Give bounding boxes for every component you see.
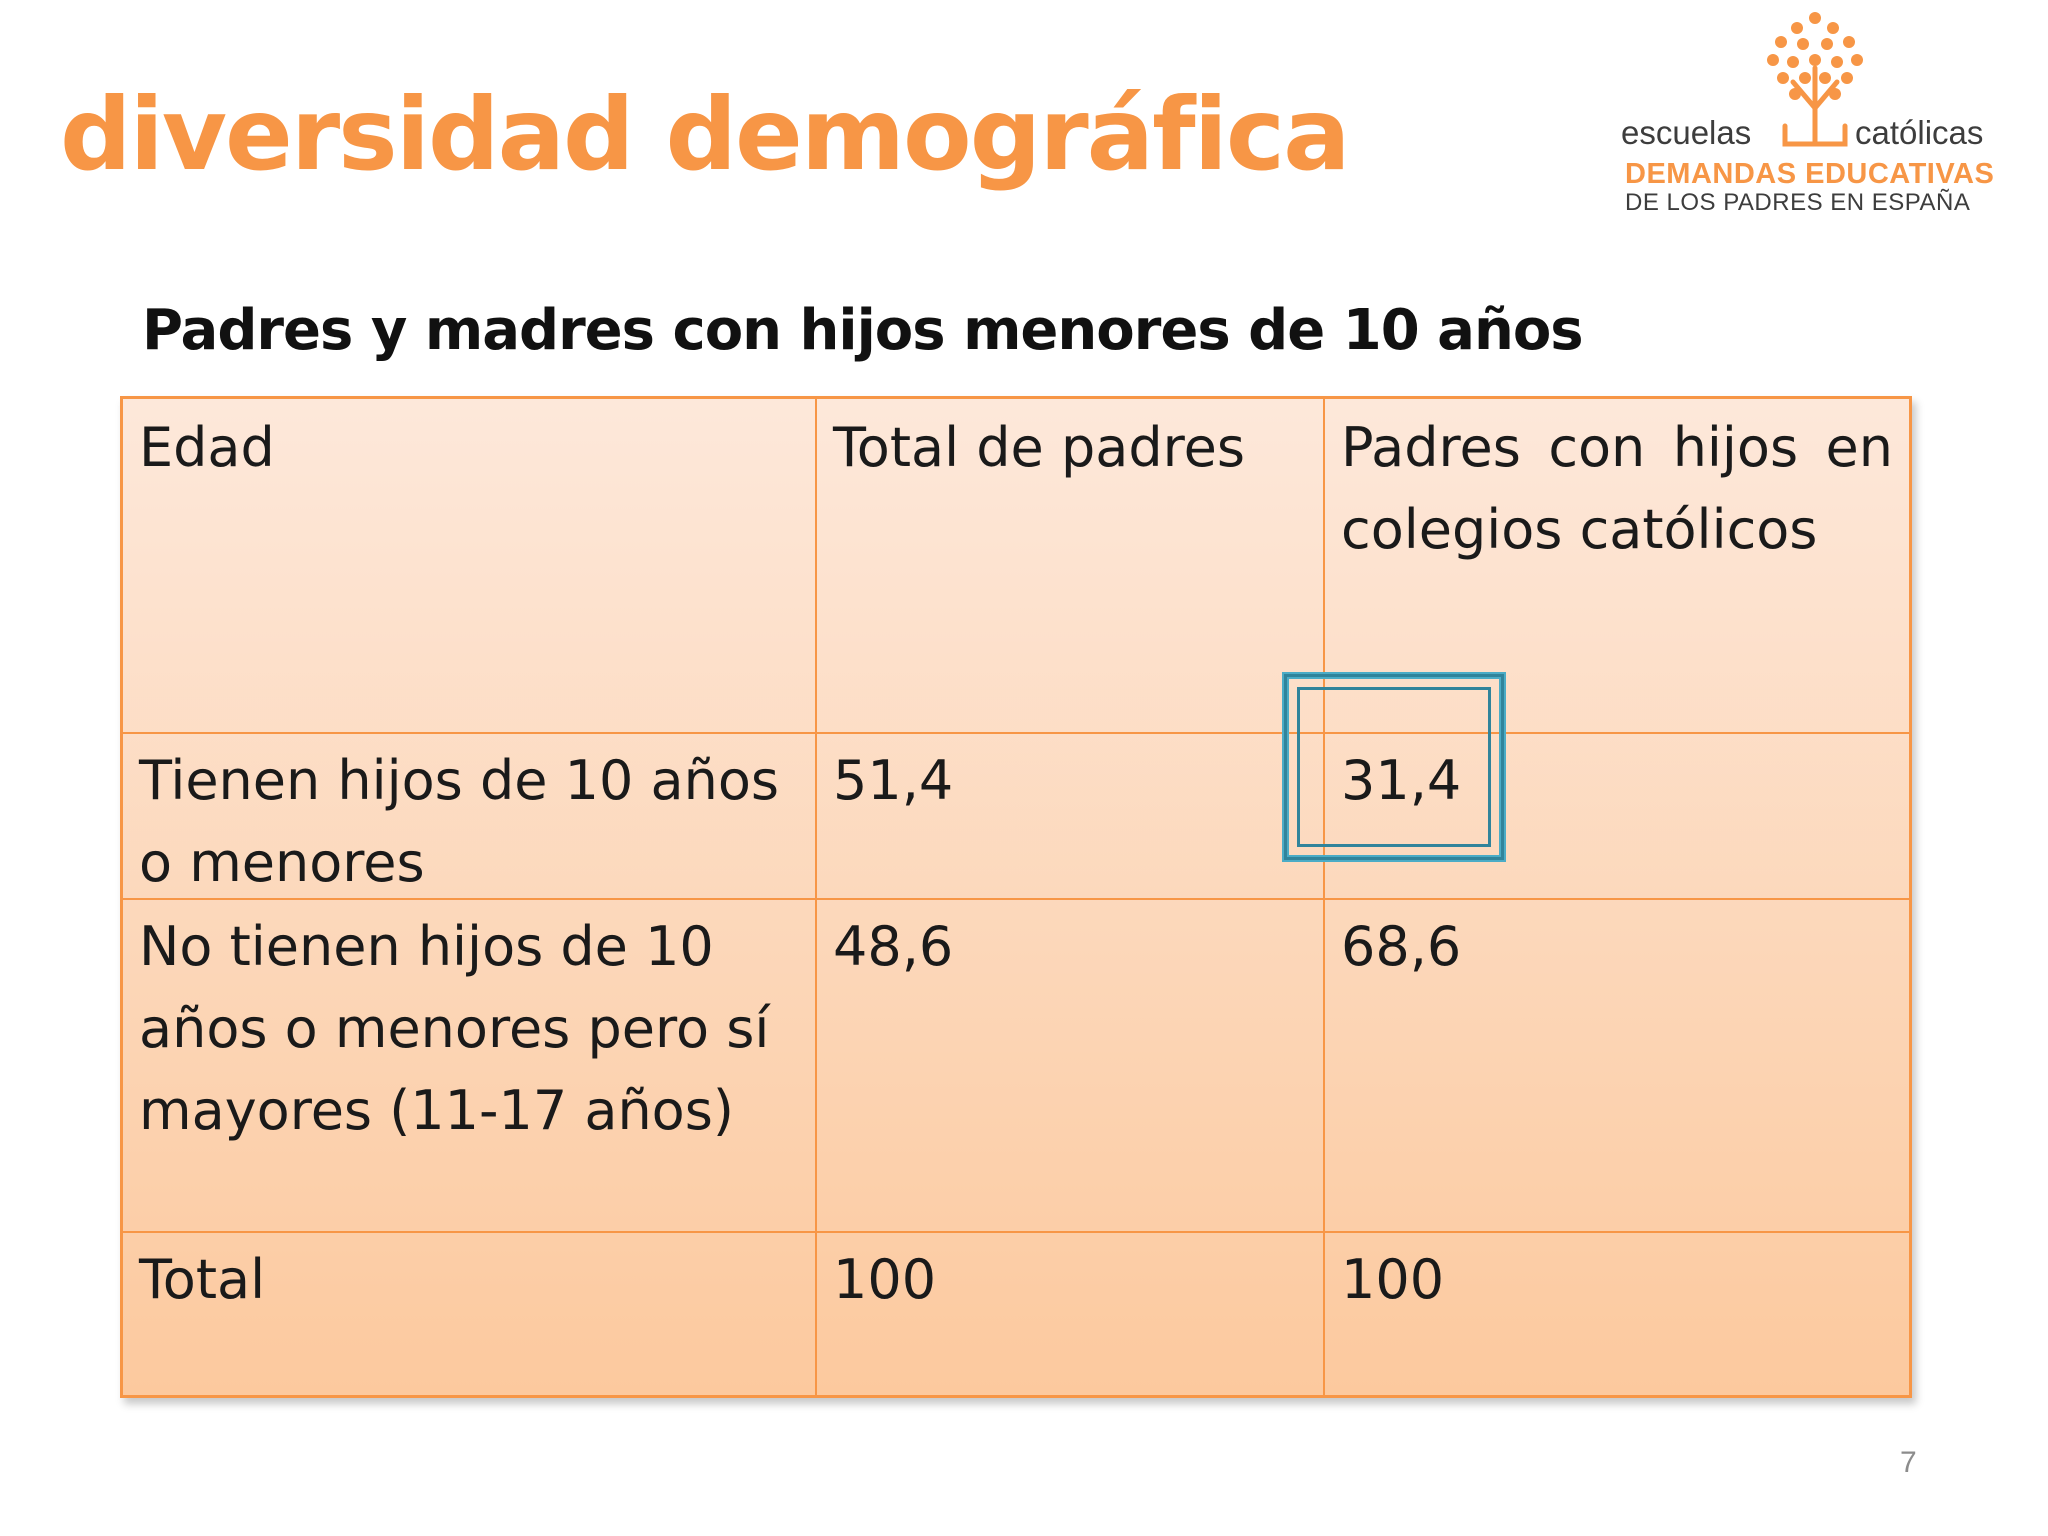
header-cell-edad: Edad [123, 399, 817, 732]
catolicos-value-cell: 31,4 [1341, 749, 1462, 812]
catolicos-value-cell: 100 [1341, 1248, 1445, 1311]
table-row: No tienen hijos de 10 años o menores per… [123, 898, 1909, 1233]
row-label-cell: Total [123, 1231, 817, 1395]
highlight-box [1282, 672, 1506, 862]
tree-logo-icon [1767, 12, 1863, 147]
page-number: 7 [1900, 1446, 1917, 1479]
logo-word-escuelas: escuelas [1621, 114, 1752, 151]
demographics-table: Edad Total de padres Padres con hijos en… [120, 396, 1912, 1398]
header-cell-colegios-catolicos: Padres con hijos en colegios católicos [1341, 416, 1893, 561]
total-value-cell: 100 [817, 1231, 1325, 1395]
table-caption: Padres y madres con hijos menores de 10 … [142, 298, 1584, 363]
catolicos-value-cell: 68,6 [1341, 915, 1462, 978]
logo-word-catolicas: católicas [1855, 114, 1984, 151]
table-row: Tienen hijos de 10 años o menores 51,4 3… [123, 732, 1909, 900]
total-value-cell: 48,6 [817, 898, 1325, 1231]
table-total-row: Total 100 100 [123, 1231, 1909, 1395]
total-value-cell: 51,4 [817, 732, 1325, 898]
logo-tagline-padres: DE LOS PADRES EN ESPAÑA [1625, 189, 1971, 216]
row-label-cell: No tienen hijos de 10 años o menores per… [123, 898, 817, 1231]
escuelas-catolicas-logo: escuelas católicas DEMANDAS EDUCATIVAS D… [1615, 8, 2015, 216]
row-label-cell: Tienen hijos de 10 años o menores [123, 732, 817, 898]
slide-title: diversidad demográfica [60, 76, 1351, 193]
table-header-row: Edad Total de padres Padres con hijos en… [123, 399, 1909, 734]
logo-tagline-demandas: DEMANDAS EDUCATIVAS [1625, 158, 1995, 190]
header-cell-total-padres: Total de padres [817, 399, 1325, 732]
